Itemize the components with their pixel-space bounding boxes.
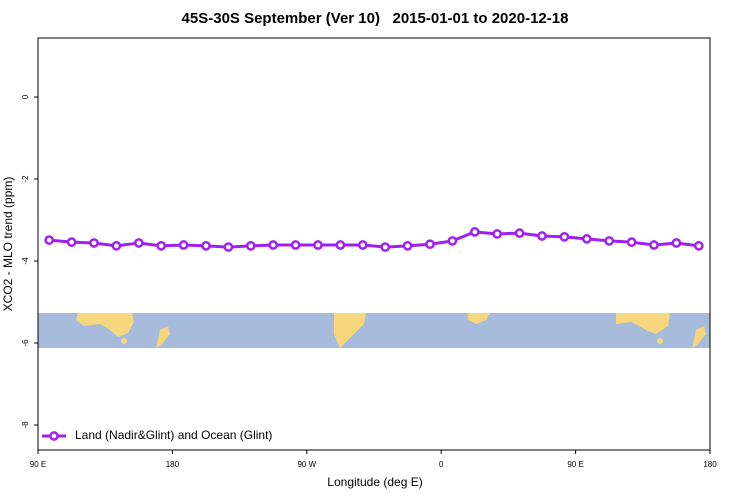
data-point xyxy=(156,240,167,251)
data-point xyxy=(201,240,211,251)
x-tick-label: 0 xyxy=(439,460,444,469)
chart-title: 45S-30S September (Ver 10) 2015-01-01 to… xyxy=(182,10,569,27)
data-point xyxy=(335,240,346,250)
data-point xyxy=(268,240,279,250)
series-line xyxy=(49,230,699,249)
y-tick-label: -6 xyxy=(21,339,30,347)
data-point xyxy=(290,240,301,250)
plot-frame xyxy=(37,37,711,451)
data-point xyxy=(66,237,77,248)
data-point xyxy=(447,236,458,246)
data-point xyxy=(693,240,704,251)
x-tick-label: 90 E xyxy=(567,460,583,469)
data-point xyxy=(537,231,547,241)
data-point xyxy=(425,239,435,250)
data-point xyxy=(559,231,570,242)
data-point xyxy=(671,238,682,248)
data-point xyxy=(649,240,659,250)
legend-marker xyxy=(49,431,59,441)
data-point xyxy=(313,240,323,250)
legend-label: Land (Nadir&Glint) and Ocean (Glint) xyxy=(75,428,272,442)
x-axis-label: Longitude (deg E) xyxy=(327,475,422,489)
y-axis-label: XCO2 - MLO trend (ppm) xyxy=(1,177,15,312)
data-point xyxy=(357,240,368,250)
x-tick-label: 90 W xyxy=(297,460,316,469)
x-tick-label: 90 E xyxy=(30,460,46,469)
y-tick-label: -4 xyxy=(21,257,30,265)
data-point xyxy=(89,238,99,248)
data-point xyxy=(111,240,122,251)
y-tick-label: -2 xyxy=(21,175,30,183)
data-point xyxy=(492,229,503,239)
data-point xyxy=(626,237,637,248)
data-point xyxy=(402,240,413,251)
data-point xyxy=(581,234,592,244)
data-point xyxy=(514,228,525,238)
y-tick-label: 0 xyxy=(21,94,30,99)
data-point xyxy=(380,242,391,252)
data-point xyxy=(223,242,234,252)
x-tick-label: 180 xyxy=(703,460,717,469)
data-point xyxy=(178,240,189,250)
data-point xyxy=(133,238,144,248)
data-point xyxy=(44,235,55,245)
data-point xyxy=(469,227,480,237)
data-point xyxy=(604,236,615,246)
data-point xyxy=(245,240,256,251)
x-tick-label: 180 xyxy=(166,460,180,469)
y-tick-label: -8 xyxy=(21,421,30,429)
map-strip xyxy=(38,313,710,348)
